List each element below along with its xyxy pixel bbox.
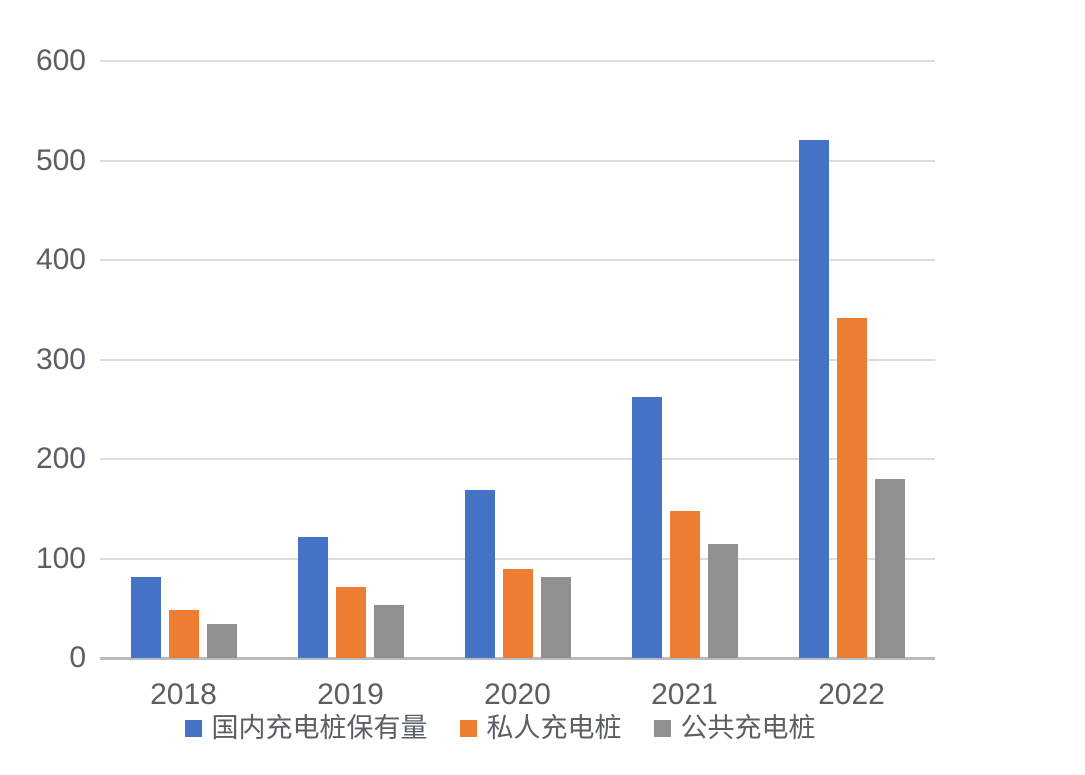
legend-swatch-icon [459, 719, 477, 737]
legend-swatch-icon [184, 719, 202, 737]
y-tick-label-0: 0 [69, 641, 86, 674]
bar-2020-私人充电桩 [502, 569, 533, 658]
bar-2020-国内充电桩保有量 [464, 489, 495, 658]
bar-2018-公共充电桩 [206, 624, 237, 658]
gridline-600 [100, 60, 935, 62]
bar-2018-国内充电桩保有量 [130, 577, 161, 658]
bar-2022-国内充电桩保有量 [798, 139, 829, 658]
bar-group-2019 [297, 536, 404, 658]
gridline-200 [100, 458, 935, 460]
legend-swatch-icon [653, 719, 671, 737]
bar-2019-公共充电桩 [373, 605, 404, 658]
gridline-300 [100, 358, 935, 361]
legend-label: 私人充电桩 [486, 713, 622, 743]
bar-group-2022 [798, 139, 905, 658]
y-tick-label-100: 100 [35, 541, 86, 575]
gridline-400 [100, 259, 935, 261]
bar-2019-国内充电桩保有量 [297, 536, 328, 658]
bar-group-2018 [130, 577, 237, 658]
legend-item-0: 国内充电桩保有量 [184, 712, 428, 744]
y-tick-label-600: 600 [35, 44, 86, 77]
y-tick-label-400: 400 [35, 243, 86, 276]
legend-item-1: 私人充电桩 [459, 712, 622, 744]
legend-label: 国内充电桩保有量 [211, 713, 428, 743]
bar-2019-私人充电桩 [335, 587, 366, 658]
x-tick-label-2018: 2018 [150, 678, 217, 711]
bar-2021-公共充电桩 [707, 543, 738, 658]
bar-2021-国内充电桩保有量 [631, 397, 662, 658]
legend-item-2: 公共充电桩 [653, 712, 816, 744]
x-tick-label-2020: 2020 [484, 678, 551, 711]
y-tick-label-500: 500 [35, 143, 86, 177]
legend: 国内充电桩保有量 私人充电桩 公共充电桩 [100, 712, 900, 744]
bar-2018-私人充电桩 [168, 610, 199, 658]
x-tick-label-2019: 2019 [317, 678, 384, 711]
legend-label: 公共充电桩 [680, 713, 816, 743]
bar-2022-公共充电桩 [874, 478, 905, 658]
x-tick-label-2022: 2022 [818, 678, 885, 711]
y-tick-label-300: 300 [35, 342, 86, 376]
plot-area [100, 60, 935, 660]
bar-2020-公共充电桩 [540, 577, 571, 658]
gridline-500 [100, 159, 935, 162]
bar-2022-私人充电桩 [836, 317, 867, 658]
bar-2021-私人充电桩 [669, 510, 700, 658]
bar-group-2021 [631, 397, 738, 658]
x-axis-line [100, 657, 935, 660]
bar-group-2020 [464, 489, 571, 658]
y-tick-label-200: 200 [35, 442, 86, 475]
x-tick-label-2021: 2021 [651, 678, 718, 711]
gridline-100 [100, 557, 935, 560]
